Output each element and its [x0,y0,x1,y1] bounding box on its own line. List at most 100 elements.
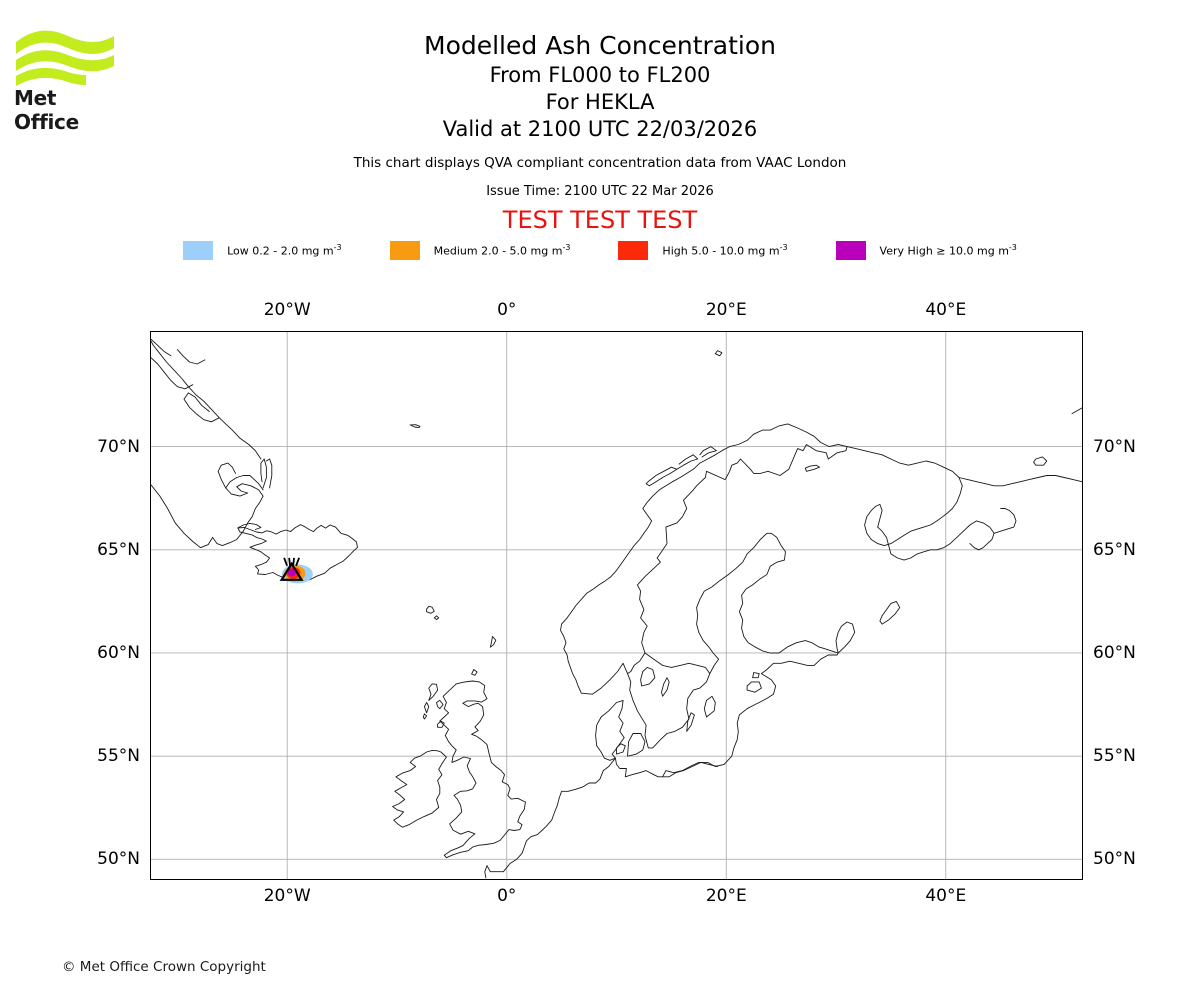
lat-tick-label-right: 50°N [1093,849,1136,870]
coastline-path [426,605,435,614]
lon-tick-label-bottom: 20°W [263,886,311,906]
coastline-path [645,466,678,487]
lat-tick-label-left: 65°N [97,539,140,560]
map-coastlines [150,338,1083,879]
legend-swatch [183,241,214,260]
volcano-plume-tick-icon [283,557,288,567]
coastline-path [265,458,273,489]
coastline-path [640,666,656,687]
coastline-path [703,695,716,718]
coastline-path [661,677,670,697]
map-gridlines [150,331,1083,880]
legend-label: Medium 2.0 - 5.0 mg m-3 [433,243,571,258]
coastline-path [150,483,264,549]
coastline-path [392,749,447,828]
lat-tick-label-left: 60°N [97,642,140,663]
coastline-path [183,392,220,423]
coastline-path [150,338,172,357]
coastline-path [439,680,526,859]
coastline-path [260,458,267,489]
coastline-path [409,424,421,429]
coastline-path [676,454,699,470]
coastline-path [846,446,963,547]
ash-concentration-map [150,331,1083,880]
coastline-path [879,600,901,625]
coastline-path [436,699,444,710]
coastline-path [746,681,762,693]
volcano-plume-tick-icon [288,557,291,566]
coastline-path [627,652,711,749]
legend-item: Low 0.2 - 2.0 mg m-3 [183,241,342,260]
lat-tick-label-left: 55°N [97,746,140,767]
coastline-path [237,522,262,530]
coastline-path [437,720,445,728]
volcano-triangle-icon [279,561,304,581]
lat-tick-label-right: 60°N [1093,642,1136,663]
lat-tick-label-left: 70°N [97,436,140,457]
concentration-legend: Low 0.2 - 2.0 mg m-3 Medium 2.0 - 5.0 mg … [0,241,1200,260]
legend-item: Very High ≥ 10.0 mg m-3 [835,241,1017,260]
test-banner: TEST TEST TEST [502,206,698,234]
lat-tick-label-right: 70°N [1093,436,1136,457]
coastline-path [958,475,1083,487]
coastline-path [804,464,821,472]
coastline-path [433,615,440,620]
met-office-wordmark: Met Office [14,86,79,134]
met-office-logo: Met Office [14,26,124,134]
valid-time: Valid at 2100 UTC 22/03/2026 [442,117,758,141]
coastline-path [237,524,358,583]
coastline-path [595,699,625,761]
coastline-path [225,475,264,497]
lon-tick-label-top: 20°W [263,300,311,320]
flight-level-range: From FL000 to FL200 [489,63,711,87]
legend-item: Medium 2.0 - 5.0 mg m-3 [389,241,571,260]
coastline-path [484,757,616,879]
coastline-path [428,683,439,701]
coastline-path [560,423,848,695]
legend-swatch [389,241,420,260]
coastline-path [616,743,626,755]
issue-time: Issue Time: 2100 UTC 22 Mar 2026 [486,184,714,199]
coastline-path [471,669,478,676]
coastline-path [614,532,839,778]
legend-swatch [835,241,866,260]
legend-swatch [618,241,649,260]
coastline-path [423,702,430,714]
chart-title-block: Modelled Ash Concentration From FL000 to… [0,0,1200,235]
coastline-path [1071,406,1083,415]
legend-item: High 5.0 - 10.0 mg m-3 [618,241,788,260]
coastline-path [993,508,1017,534]
coastline-path [699,446,717,458]
lon-tick-label-top: 40°E [925,300,967,320]
lon-tick-label-top: 20°E [705,300,747,320]
coastline-path [422,713,428,720]
coastline-path [176,349,206,365]
qva-note: This chart displays QVA compliant concen… [353,155,847,171]
coastline-path [217,462,237,489]
map-plot-area [150,331,1083,880]
coastline-path [752,672,760,679]
volcano-plume-tick-icon [295,557,300,567]
legend-label: High 5.0 - 10.0 mg m-3 [662,243,788,258]
coastline-path [686,712,695,732]
met-office-wave-mark [16,30,114,86]
coastline-path [150,338,262,460]
plume-contour-very-high [287,568,296,577]
coastline-path [877,520,995,561]
coastline-path [1033,456,1048,466]
volcano-plume-tick-icon [292,557,295,566]
legend-label: Very High ≥ 10.0 mg m-3 [879,243,1017,258]
volcano-name: For HEKLA [545,90,655,114]
coastline-path [150,357,194,390]
coastline-path [489,636,497,648]
lat-tick-label-right: 65°N [1093,539,1136,560]
volcano-marker-icon [279,557,304,581]
legend-label: Low 0.2 - 2.0 mg m-3 [227,243,342,258]
coastline-path [627,733,646,757]
lat-tick-label-right: 55°N [1093,746,1136,767]
coastline-path [835,621,856,654]
lat-tick-label-left: 50°N [97,849,140,870]
coastline-path [662,761,718,778]
copyright-notice: © Met Office Crown Copyright [62,959,266,975]
coastline-path [714,350,723,357]
